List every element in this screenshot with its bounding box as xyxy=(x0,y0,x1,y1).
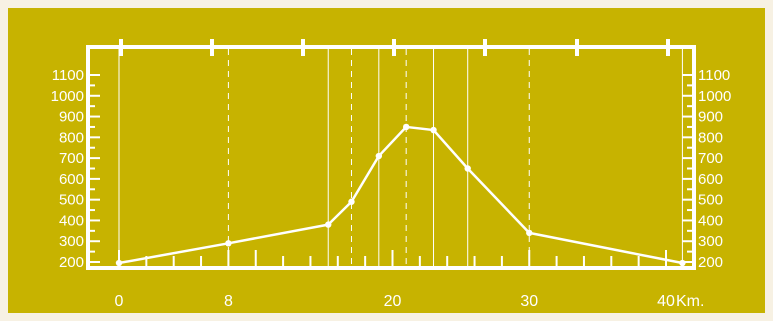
y-tick-label-right: 1000 xyxy=(698,88,731,105)
y-tick-label-right: 1100 xyxy=(698,67,730,84)
y-tick-label-left: 700 xyxy=(59,150,84,167)
x-unit-label: Km. xyxy=(676,293,704,310)
data-point xyxy=(115,259,123,267)
data-point xyxy=(375,152,383,160)
y-tick-label-left: 300 xyxy=(59,233,84,250)
data-point xyxy=(402,123,410,131)
y-tick-label-left: 400 xyxy=(59,212,84,229)
y-tick-label-left: 200 xyxy=(59,254,84,271)
x-tick-label: 40 xyxy=(657,293,675,310)
x-tick-label: 30 xyxy=(520,293,538,310)
chart-axes xyxy=(86,39,696,270)
data-point xyxy=(464,165,471,172)
x-tick-label: 20 xyxy=(384,293,402,310)
y-tick-label-left: 1100 xyxy=(52,67,84,84)
y-tick-label-right: 400 xyxy=(698,212,723,229)
series-layer xyxy=(115,123,686,267)
y-tick-label-right: 300 xyxy=(698,233,723,250)
y-tick-label-right: 500 xyxy=(698,192,723,209)
y-tick-label-right: 700 xyxy=(698,150,723,167)
chart-frame: 200 200 300 300 400 400 500 500 600 600 700 700 800 8… xyxy=(8,8,765,313)
y-tick-label-left: 600 xyxy=(59,171,84,188)
y-tick-label-left: 800 xyxy=(59,129,84,146)
y-tick-label-right: 600 xyxy=(698,171,723,188)
data-point xyxy=(348,198,355,205)
y-tick-label-right: 800 xyxy=(698,129,723,146)
y-tick-label-left: 900 xyxy=(59,109,84,126)
guide-lines xyxy=(118,49,683,266)
elevation-line xyxy=(118,125,683,265)
x-tick-label: 0 xyxy=(115,293,124,310)
x-tick-label: 8 xyxy=(224,293,233,310)
y-tick-label-left: 500 xyxy=(59,192,84,209)
y-tick-label-right: 200 xyxy=(698,254,723,271)
data-point xyxy=(679,259,686,267)
data-point xyxy=(325,221,332,228)
data-point xyxy=(430,126,437,134)
y-tick-label-right: 900 xyxy=(698,109,723,126)
y-tick-label-left: 1000 xyxy=(51,88,84,105)
data-point xyxy=(225,240,232,247)
data-point xyxy=(526,229,533,237)
